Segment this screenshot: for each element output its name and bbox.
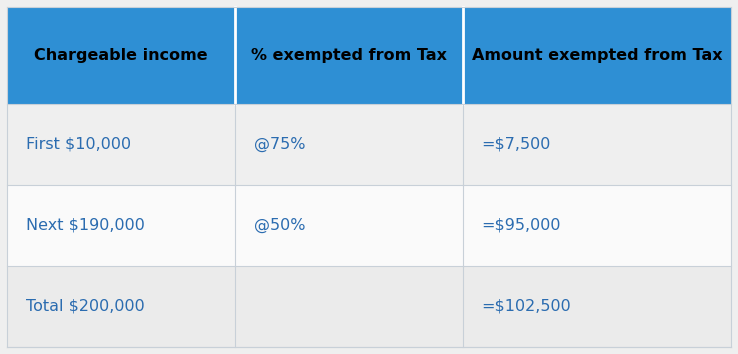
- Text: Next $190,000: Next $190,000: [26, 218, 145, 233]
- Text: Chargeable income: Chargeable income: [35, 48, 208, 63]
- Text: Total $200,000: Total $200,000: [26, 299, 145, 314]
- Bar: [463, 266, 731, 347]
- Text: =$95,000: =$95,000: [481, 218, 561, 233]
- Bar: [7, 7, 235, 104]
- Text: % exempted from Tax: % exempted from Tax: [251, 48, 447, 63]
- Bar: [463, 7, 731, 104]
- Bar: [7, 185, 235, 266]
- Text: @75%: @75%: [254, 137, 305, 152]
- Bar: [235, 7, 463, 104]
- Bar: [235, 266, 463, 347]
- Bar: [463, 104, 731, 185]
- Text: Amount exempted from Tax: Amount exempted from Tax: [472, 48, 723, 63]
- Text: =$7,500: =$7,500: [481, 137, 551, 152]
- Text: =$102,500: =$102,500: [481, 299, 571, 314]
- Bar: [7, 266, 235, 347]
- Bar: [235, 104, 463, 185]
- Text: First $10,000: First $10,000: [26, 137, 131, 152]
- Bar: [7, 104, 235, 185]
- Bar: [235, 185, 463, 266]
- Bar: [463, 185, 731, 266]
- Text: @50%: @50%: [254, 218, 305, 233]
